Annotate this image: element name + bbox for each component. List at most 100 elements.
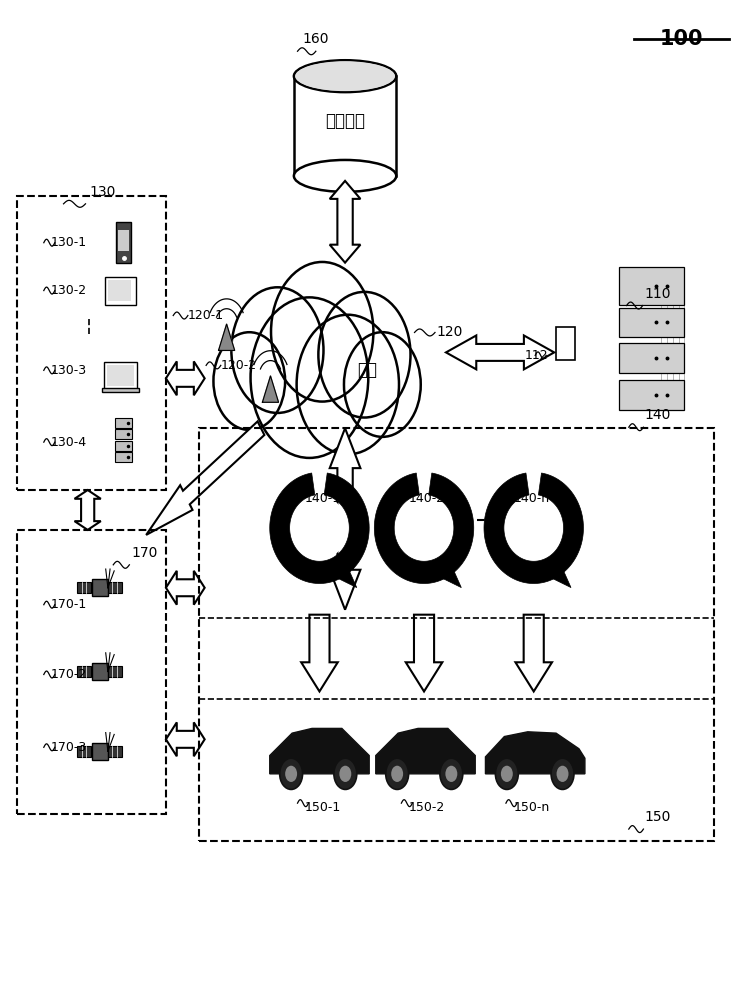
Circle shape — [334, 758, 357, 789]
Bar — [294, 76, 396, 176]
Bar — [18, 530, 166, 814]
Circle shape — [556, 766, 569, 782]
Polygon shape — [330, 181, 360, 263]
Bar — [108, 666, 122, 677]
Circle shape — [319, 292, 410, 418]
Bar — [115, 441, 132, 451]
Bar — [92, 663, 108, 680]
Polygon shape — [291, 496, 348, 560]
Text: 130-1: 130-1 — [51, 236, 87, 249]
Bar — [92, 579, 108, 596]
Bar — [109, 280, 131, 301]
Circle shape — [446, 766, 457, 782]
Bar — [115, 452, 132, 462]
Text: 140-n: 140-n — [513, 492, 549, 505]
Ellipse shape — [294, 60, 396, 92]
Text: 170-2: 170-2 — [51, 668, 87, 681]
Bar — [108, 746, 122, 757]
Polygon shape — [270, 728, 369, 774]
Polygon shape — [263, 376, 278, 402]
Polygon shape — [166, 361, 205, 395]
Text: 120: 120 — [437, 325, 463, 339]
Text: 170-1: 170-1 — [51, 598, 87, 611]
Bar — [77, 666, 91, 677]
Text: 112: 112 — [525, 349, 548, 362]
Bar — [115, 429, 132, 439]
Text: 150-n: 150-n — [513, 801, 550, 814]
Text: 150-1: 150-1 — [305, 801, 341, 814]
Text: 140-1: 140-1 — [305, 492, 341, 505]
Polygon shape — [166, 722, 205, 756]
Polygon shape — [484, 473, 584, 584]
Polygon shape — [515, 615, 552, 691]
Polygon shape — [330, 428, 360, 610]
Bar — [199, 428, 714, 841]
Text: 网络: 网络 — [357, 361, 377, 379]
Text: 120-2: 120-2 — [221, 359, 257, 372]
Circle shape — [386, 758, 409, 789]
Polygon shape — [301, 615, 338, 691]
Bar — [556, 327, 575, 360]
Text: 140-2: 140-2 — [409, 492, 445, 505]
Bar — [77, 582, 91, 593]
Circle shape — [551, 758, 574, 789]
Circle shape — [297, 315, 399, 454]
Text: 100: 100 — [660, 29, 703, 49]
Text: 110: 110 — [645, 287, 672, 301]
Text: 130-4: 130-4 — [51, 436, 87, 449]
Text: 130-3: 130-3 — [51, 364, 87, 377]
Polygon shape — [506, 496, 562, 560]
Circle shape — [440, 758, 463, 789]
Polygon shape — [437, 565, 462, 588]
Circle shape — [391, 766, 403, 782]
Bar — [77, 746, 91, 757]
Text: 170-3: 170-3 — [51, 741, 87, 754]
Polygon shape — [406, 615, 443, 691]
Text: 130-2: 130-2 — [51, 284, 87, 297]
Bar — [115, 418, 132, 428]
Bar — [105, 277, 136, 305]
Polygon shape — [446, 335, 554, 369]
Polygon shape — [75, 490, 101, 530]
Text: 150: 150 — [645, 810, 671, 824]
Text: 170: 170 — [131, 546, 158, 560]
Polygon shape — [374, 473, 473, 584]
Ellipse shape — [294, 160, 396, 192]
Circle shape — [286, 766, 297, 782]
Polygon shape — [485, 732, 585, 774]
Circle shape — [339, 766, 352, 782]
Bar — [619, 380, 683, 410]
Bar — [619, 343, 683, 373]
Polygon shape — [146, 421, 264, 535]
Bar — [102, 388, 139, 392]
Text: 存储设备: 存储设备 — [325, 112, 365, 130]
Polygon shape — [546, 565, 571, 588]
Bar — [116, 222, 131, 263]
Bar — [619, 267, 683, 305]
Circle shape — [280, 758, 302, 789]
Text: 160: 160 — [302, 32, 329, 46]
Polygon shape — [219, 324, 235, 350]
Text: 130: 130 — [89, 185, 115, 199]
Polygon shape — [396, 496, 452, 560]
Bar — [117, 230, 129, 251]
Ellipse shape — [295, 61, 395, 91]
Polygon shape — [376, 728, 475, 774]
Circle shape — [344, 332, 421, 437]
Polygon shape — [166, 571, 205, 605]
Text: 120-1: 120-1 — [188, 309, 224, 322]
Circle shape — [495, 758, 518, 789]
Circle shape — [250, 297, 368, 458]
Circle shape — [231, 287, 324, 413]
Polygon shape — [332, 565, 357, 588]
Text: 150-2: 150-2 — [409, 801, 445, 814]
Bar — [92, 743, 108, 760]
Bar — [619, 308, 683, 337]
Circle shape — [271, 262, 374, 402]
Bar — [107, 365, 134, 386]
Text: 140: 140 — [645, 408, 671, 422]
Bar — [108, 582, 122, 593]
Bar — [18, 196, 166, 490]
Polygon shape — [270, 473, 369, 584]
Circle shape — [214, 332, 285, 430]
